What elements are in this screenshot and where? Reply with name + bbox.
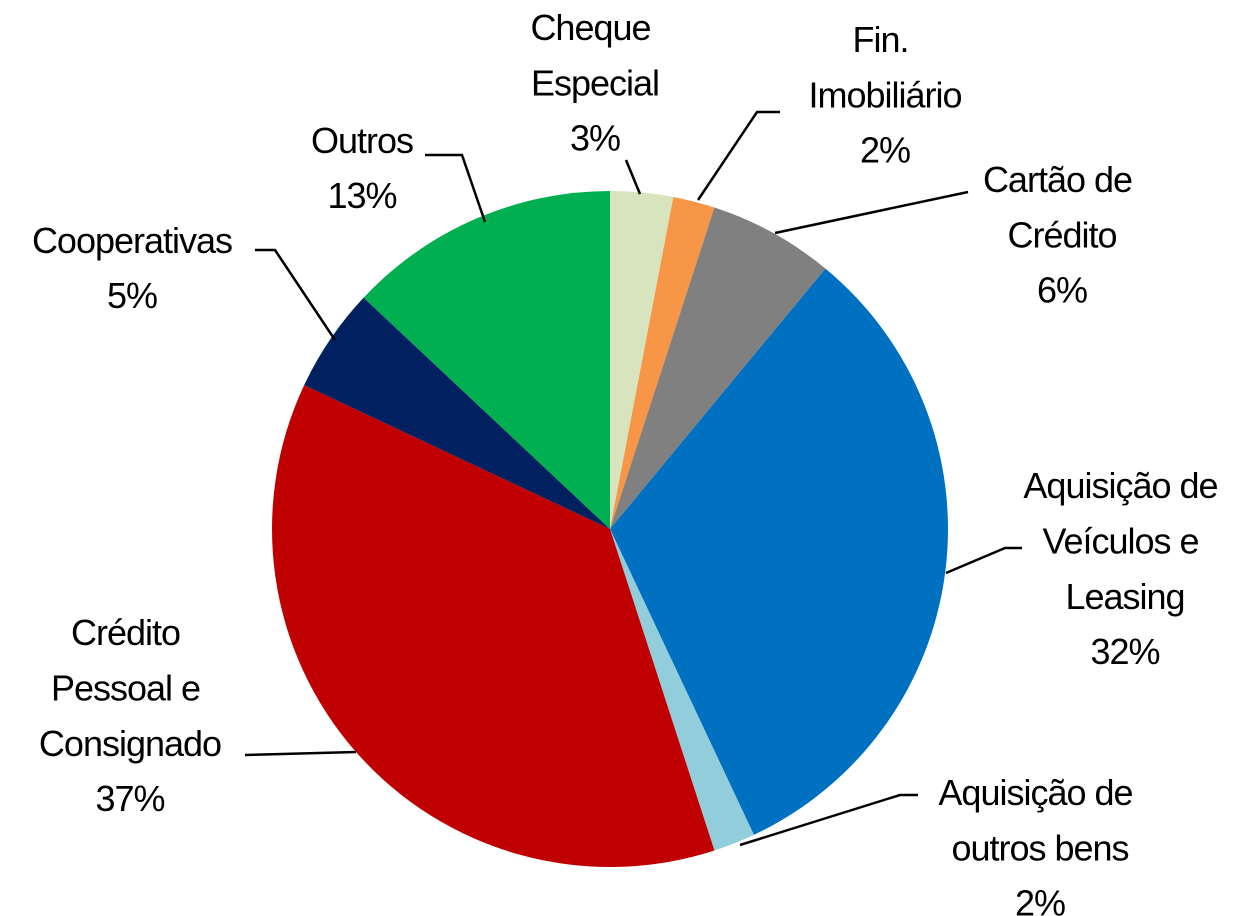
pie-slice (610, 529, 754, 851)
leader-line (624, 159, 642, 195)
pie-slice (272, 385, 715, 867)
value-label: 32% (1090, 631, 1159, 672)
slice-label: Aquisição de outros bens (938, 772, 1141, 869)
leader-line (425, 153, 487, 223)
slice-label: Aquisição de Veículos e Leasing (1023, 465, 1226, 617)
slice-label: Cooperativas (32, 220, 232, 261)
slice-label: Fin. Imobiliário (808, 19, 961, 116)
slice-label: Cartão de Crédito (983, 159, 1141, 256)
leader-line (244, 750, 357, 757)
leader-line (774, 190, 969, 235)
value-label: 2% (1015, 883, 1065, 916)
leader-line (945, 546, 1022, 575)
pie-slice (610, 191, 674, 529)
pie-slice (610, 207, 826, 529)
slice-label: Cheque Especial (530, 7, 659, 104)
slice-label: Outros (311, 120, 413, 161)
pie-slice (304, 297, 610, 529)
leader-line (255, 248, 337, 341)
slice-label: Crédito Pessoal e Consignado (39, 612, 221, 764)
pie-slice (363, 191, 610, 529)
value-label: 6% (1037, 270, 1087, 311)
value-label: 3% (570, 118, 620, 159)
pie-slice (610, 268, 948, 835)
leader-line (696, 110, 780, 201)
value-label: 37% (95, 778, 164, 819)
value-label: 2% (860, 130, 910, 171)
value-label: 5% (107, 275, 157, 316)
leader-line (739, 793, 918, 847)
value-label: 13% (327, 175, 396, 216)
pie-slice (610, 196, 715, 529)
